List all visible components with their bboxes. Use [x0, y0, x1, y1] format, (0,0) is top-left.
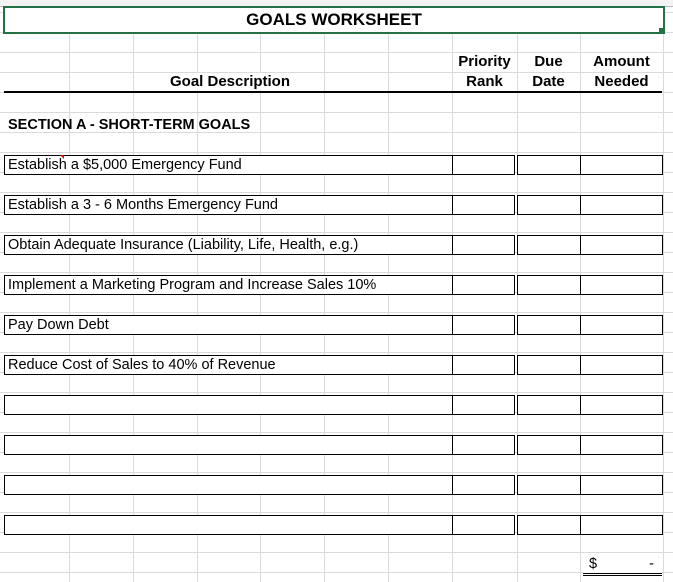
comment-indicator-icon[interactable] — [60, 155, 64, 159]
priority-rank-cell[interactable] — [452, 235, 515, 255]
goal-description-cell[interactable]: Obtain Adequate Insurance (Liability, Li… — [4, 235, 453, 255]
amount-needed-cell[interactable] — [580, 475, 663, 495]
due-date-cell[interactable] — [517, 315, 581, 335]
priority-rank-cell[interactable] — [452, 275, 515, 295]
priority-rank-cell[interactable] — [452, 155, 515, 175]
priority-rank-cell[interactable] — [452, 195, 515, 215]
due-date-cell[interactable] — [517, 435, 581, 455]
currency-symbol: $ — [589, 556, 598, 572]
priority-rank-cell[interactable] — [452, 315, 515, 335]
title-cell[interactable]: GOALS WORKSHEET — [3, 6, 665, 34]
due-date-cell[interactable] — [517, 475, 581, 495]
priority-rank-cell[interactable] — [452, 355, 515, 375]
amount-needed-cell[interactable] — [580, 155, 663, 175]
amount-needed-cell[interactable] — [580, 235, 663, 255]
goal-row — [4, 475, 663, 495]
goal-description-cell[interactable]: Reduce Cost of Sales to 40% of Revenue — [4, 355, 453, 375]
goal-row: Pay Down Debt — [4, 315, 663, 335]
goal-row: Obtain Adequate Insurance (Liability, Li… — [4, 235, 663, 255]
goal-description-cell[interactable]: Implement a Marketing Program and Increa… — [4, 275, 453, 295]
priority-header: Priority — [453, 53, 516, 70]
due-header: Due — [518, 53, 579, 70]
goal-description-cell[interactable]: Establish a 3 - 6 Months Emergency Fund — [4, 195, 453, 215]
goal-description-header: Goal Description — [150, 73, 310, 90]
due-date-cell[interactable] — [517, 195, 581, 215]
needed-header: Needed — [581, 73, 662, 90]
section-a-heading: SECTION A - SHORT-TERM GOALS — [8, 117, 251, 133]
goal-description-cell[interactable]: Establish a $5,000 Emergency Fund — [4, 155, 453, 175]
due-date-cell[interactable] — [517, 355, 581, 375]
due-date-cell[interactable] — [517, 155, 581, 175]
goal-description-cell[interactable] — [4, 475, 453, 495]
priority-rank-cell[interactable] — [452, 475, 515, 495]
due-date-cell[interactable] — [517, 275, 581, 295]
due-date-cell[interactable] — [517, 395, 581, 415]
goal-row: Implement a Marketing Program and Increa… — [4, 275, 663, 295]
goal-row — [4, 435, 663, 455]
goal-description-cell[interactable] — [4, 395, 453, 415]
goal-row: Establish a 3 - 6 Months Emergency Fund — [4, 195, 663, 215]
goal-description-cell[interactable] — [4, 435, 453, 455]
rank-header: Rank — [453, 73, 516, 90]
amount-needed-cell[interactable] — [580, 395, 663, 415]
due-date-cell[interactable] — [517, 515, 581, 535]
priority-rank-cell[interactable] — [452, 395, 515, 415]
total-amount[interactable]: $ - — [583, 556, 662, 576]
amount-needed-cell[interactable] — [580, 435, 663, 455]
priority-rank-cell[interactable] — [452, 515, 515, 535]
amount-needed-cell[interactable] — [580, 355, 663, 375]
header-underline — [4, 91, 662, 93]
date-header: Date — [518, 73, 579, 90]
amount-needed-cell[interactable] — [580, 275, 663, 295]
total-value: - — [649, 556, 654, 572]
goal-row — [4, 395, 663, 415]
amount-needed-cell[interactable] — [580, 515, 663, 535]
goal-row: Establish a $5,000 Emergency Fund — [4, 155, 663, 175]
goal-description-cell[interactable] — [4, 515, 453, 535]
goal-row — [4, 515, 663, 535]
goal-row: Reduce Cost of Sales to 40% of Revenue — [4, 355, 663, 375]
priority-rank-cell[interactable] — [452, 435, 515, 455]
amount-needed-cell[interactable] — [580, 195, 663, 215]
fill-handle[interactable] — [659, 28, 664, 33]
amount-header: Amount — [581, 53, 662, 70]
due-date-cell[interactable] — [517, 235, 581, 255]
goal-description-cell[interactable]: Pay Down Debt — [4, 315, 453, 335]
amount-needed-cell[interactable] — [580, 315, 663, 335]
